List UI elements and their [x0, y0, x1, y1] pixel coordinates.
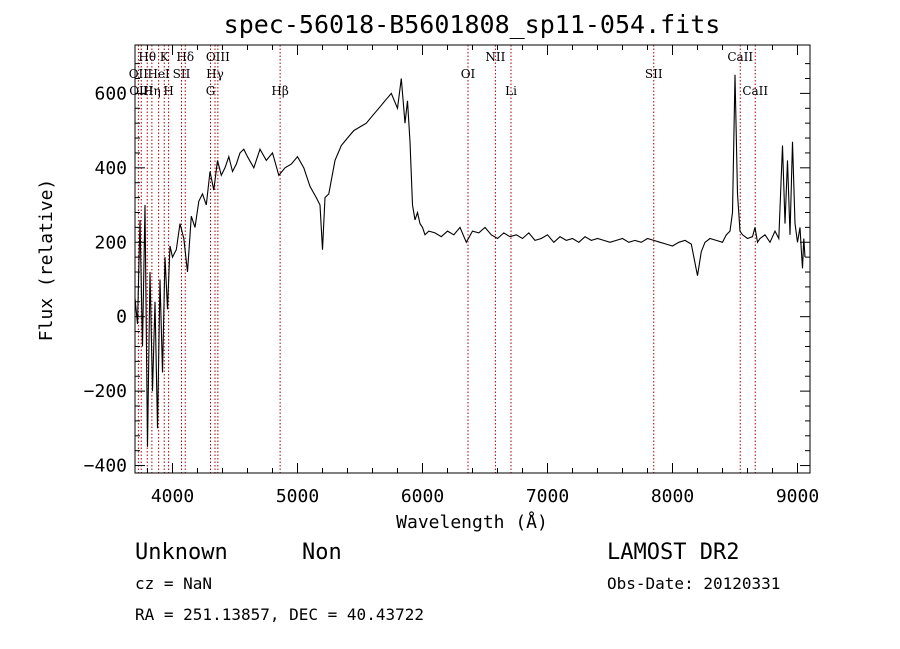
survey-label: LAMOST DR2: [607, 540, 739, 565]
x-axis-label: Wavelength (Å): [396, 511, 548, 533]
y-tick-label: 400: [94, 158, 127, 179]
line-label-0: Hθ: [138, 50, 156, 64]
line-label-5: K: [160, 50, 170, 64]
line-label-12: Hβ: [271, 84, 288, 98]
y-axis-label: Flux (relative): [36, 179, 57, 342]
x-tick-label: 6000: [401, 486, 444, 507]
line-label-14: NII: [485, 50, 505, 64]
line-label-9: OIII: [206, 50, 230, 64]
line-label-15: Li: [505, 84, 517, 98]
x-axis-ticks: 4000 5000 6000 7000 8000 9000: [147, 45, 819, 507]
spectrum-line: [134, 74, 806, 447]
y-tick-label: 600: [94, 83, 127, 104]
x-tick-label: 5000: [276, 486, 319, 507]
line-label-10: Hγ: [206, 67, 224, 81]
line-label-3: Hη: [143, 84, 161, 98]
line-label-7: SII: [173, 67, 191, 81]
x-tick-label: 9000: [776, 486, 819, 507]
subclass-label: Non: [302, 540, 342, 565]
line-label-16: SII: [645, 67, 663, 81]
redshift-label: cz = NaN: [135, 574, 212, 593]
y-tick-label: −400: [84, 456, 127, 477]
line-label-13: OI: [461, 67, 476, 81]
y-tick-label: 0: [116, 307, 127, 328]
coordinates-label: RA = 251.13857, DEC = 40.43722: [135, 605, 424, 624]
class-label: Unknown: [135, 540, 228, 565]
spectral-line-markers: [137, 45, 756, 473]
y-axis-ticks: −400 −200 0 200 400 600: [84, 63, 810, 477]
line-label-17: CaII: [727, 50, 753, 64]
line-label-6: H: [163, 84, 173, 98]
line-label-4: HeI: [147, 67, 170, 81]
x-tick-label: 7000: [526, 486, 569, 507]
line-label-18: CaII: [742, 84, 768, 98]
chart-title: spec-56018-B5601808_sp11-054.fits: [224, 10, 721, 39]
obs-date-label: Obs-Date: 20120331: [607, 574, 780, 593]
x-tick-label: 8000: [651, 486, 694, 507]
y-tick-label: −200: [84, 381, 127, 402]
line-label-11: G: [206, 84, 216, 98]
x-tick-label: 4000: [151, 486, 194, 507]
plot-frame: [134, 44, 811, 474]
line-label-1: OII: [129, 67, 149, 81]
y-tick-label: 200: [94, 232, 127, 253]
line-label-8: Hδ: [176, 50, 194, 64]
